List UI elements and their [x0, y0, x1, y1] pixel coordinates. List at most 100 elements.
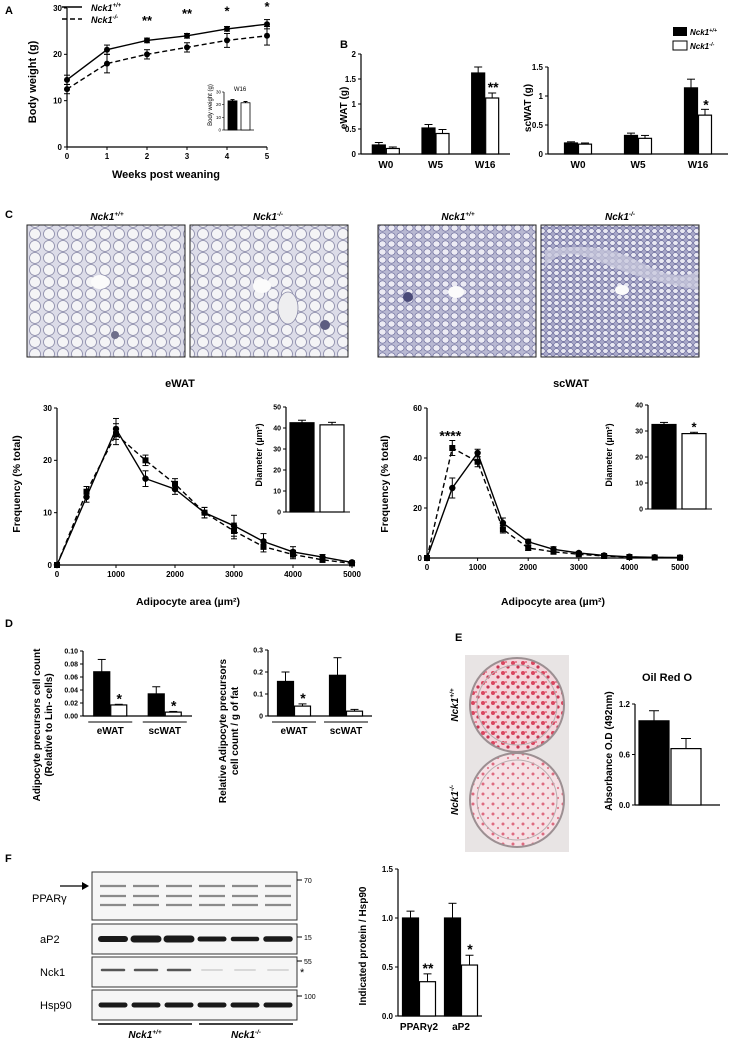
C-scWAT-frequency-point	[449, 445, 456, 451]
e-y-tick-label: 0.0	[619, 801, 631, 810]
c-e-ylabel: Frequency (% total)	[11, 435, 23, 532]
c-e-inset-bar-wt	[289, 422, 315, 513]
C-scWAT-frequency-point	[474, 458, 481, 465]
D-per-gram-bar-wt	[328, 674, 347, 717]
B-eWAT-y-tick-label: 0	[352, 150, 357, 159]
histology-images: Nck1+/+ Nck1-/- Nck1+/+ Nck1-/-	[26, 211, 700, 358]
legend-b-label-ko: Nck1-/-	[690, 42, 714, 51]
F-protein-quant-bar-ko	[418, 981, 437, 1017]
B-scWAT-bar-ko	[697, 114, 713, 155]
c-e-diam-ylabel: Diameter (µm²)	[254, 423, 264, 486]
c-sc-inset-bar-ko	[681, 433, 707, 510]
B-scWAT-y-tick-label: 0.5	[532, 121, 544, 130]
d-right-ylabel-2: cell count / g of fat	[230, 686, 241, 775]
D-relative-lin-significance-star: *	[171, 697, 177, 713]
c-sc-inset-y-tick-label: 0	[639, 506, 643, 513]
F-protein-quant-y-tick-label: 0.5	[382, 963, 394, 972]
A-body-weight-x-tick-label: 5	[265, 152, 270, 161]
A-body-weight-point	[224, 25, 230, 32]
B-eWAT-category-label: W16	[475, 160, 496, 171]
D-per-gram-bar-ko	[345, 710, 364, 717]
A-body-weight-point	[264, 32, 270, 39]
A-body-weight-point	[184, 32, 190, 39]
C-eWAT-frequency-point	[83, 488, 90, 495]
c-sc-inset-y-tick-label: 10	[635, 480, 643, 487]
C-scWAT-frequency-point	[575, 551, 582, 558]
C-scWAT-frequency-point	[601, 553, 608, 559]
legend-b-label-wt: Nck1+/+	[690, 28, 718, 37]
C-eWAT-frequency-point	[201, 509, 208, 516]
c-sc-diam-ylabel: Diameter (µm²)	[604, 423, 614, 486]
B-eWAT-y-tick-label: 1.5	[345, 75, 357, 84]
blot-label-nck1: Nck1	[40, 967, 65, 979]
C-eWAT-frequency-x-tick-label: 1000	[107, 570, 125, 579]
f-significance-star: *	[467, 941, 473, 957]
C-scWAT-frequency-point	[626, 554, 633, 560]
B-scWAT-bar-wt	[563, 142, 579, 155]
c-e-inset-y-tick-label: 10	[273, 488, 281, 495]
F-protein-quant-category-label: PPARγ2	[400, 1022, 439, 1033]
C-scWAT-frequency-point	[449, 484, 456, 492]
nonspecific-star: *	[300, 967, 305, 979]
D-per-gram-y-tick-label: 0.2	[253, 669, 263, 676]
group-label-ko: Nck1-/-	[231, 1029, 261, 1041]
F-protein-quant-bar-ko	[460, 964, 479, 1017]
B-eWAT-y-tick-label: 1	[352, 100, 357, 109]
oil-red-o-dishes: Nck1+/+ Nck1-/-	[449, 655, 569, 852]
dish-label-wt: Nck1+/+	[449, 688, 461, 722]
A-body-weight-y-tick-label: 10	[53, 96, 62, 105]
B-eWAT-category-label: W5	[428, 160, 443, 171]
A-body-weight-y-tick-label: 0	[58, 143, 63, 152]
B-eWAT-bar-ko	[385, 147, 400, 155]
C-eWAT-frequency-x-tick-label: 3000	[225, 570, 243, 579]
b-sc-ylabel: scWAT (g)	[523, 84, 534, 132]
C-eWAT-frequency-series-ko-line	[56, 433, 353, 566]
C-scWAT-frequency-y-tick-label: 20	[413, 504, 422, 513]
C-scWAT-frequency-x-tick-label: 0	[425, 563, 430, 572]
panel-letter-b: B	[340, 39, 348, 51]
A-body-weight-point	[64, 76, 70, 83]
D-relative-lin-y-tick-label: 0.06	[64, 674, 78, 681]
D-relative-lin-bar-wt	[93, 671, 111, 717]
a-inset-tick-label: 0	[218, 128, 221, 133]
dish-label-ko: Nck1-/-	[449, 785, 461, 815]
c-sc-inset-y-tick-label: 20	[635, 454, 643, 461]
D-relative-lin-bar-wt	[147, 693, 165, 717]
A-body-weight-point	[144, 51, 150, 58]
C-eWAT-frequency-point	[142, 475, 149, 482]
c-e-inset-y-tick-label: 20	[273, 467, 281, 474]
C-eWAT-frequency-x-tick-label: 0	[55, 570, 60, 579]
blot-label-ap2: aP2	[40, 934, 60, 946]
A-body-weight-x-tick-label: 1	[105, 152, 110, 161]
B-eWAT-y-tick-label: 2	[352, 50, 357, 59]
marker-15: 15	[304, 935, 312, 942]
D-per-gram-y-tick-label: 0	[259, 713, 263, 720]
c-sc-inset-bar-wt	[651, 423, 677, 510]
C-scWAT-frequency-point	[499, 526, 506, 533]
blot-hsp90	[91, 989, 298, 1021]
A-body-weight-x-tick-label: 4	[225, 152, 230, 161]
D-per-gram-bar-wt	[276, 680, 295, 717]
c-sc-significance-star: ****	[439, 428, 461, 444]
c-sc-inset-y-tick-label: 40	[635, 402, 643, 409]
B-scWAT-bar-wt	[683, 87, 699, 155]
a-inset-bar-wt	[227, 100, 238, 131]
B-scWAT-category-label: W0	[571, 160, 586, 171]
c-e-xlabel: Adipocyte area (µm²)	[136, 596, 240, 608]
A-body-weight-y-tick-label: 30	[53, 4, 62, 13]
histology-label-scwat-ko: Nck1-/-	[605, 211, 635, 223]
D-relative-lin-y-tick-label: 0.02	[64, 700, 78, 707]
c-sc-inset-y-tick-label: 30	[635, 428, 643, 435]
dish-wt	[469, 657, 565, 753]
dish-ko	[469, 752, 565, 848]
B-eWAT-bar-wt	[471, 72, 486, 155]
B-eWAT-bar-wt	[421, 127, 436, 155]
f-significance-star: **	[423, 960, 434, 976]
C-scWAT-frequency-series-ko-line	[426, 446, 681, 559]
e-ylabel: Absorbance O.D (492nm)	[604, 691, 615, 810]
C-eWAT-frequency-point	[290, 551, 296, 558]
C-scWAT-frequency-y-tick-label: 60	[413, 404, 422, 413]
B-eWAT-y-tick-label: 0.5	[345, 125, 357, 134]
panel-letter-a: A	[5, 5, 13, 17]
